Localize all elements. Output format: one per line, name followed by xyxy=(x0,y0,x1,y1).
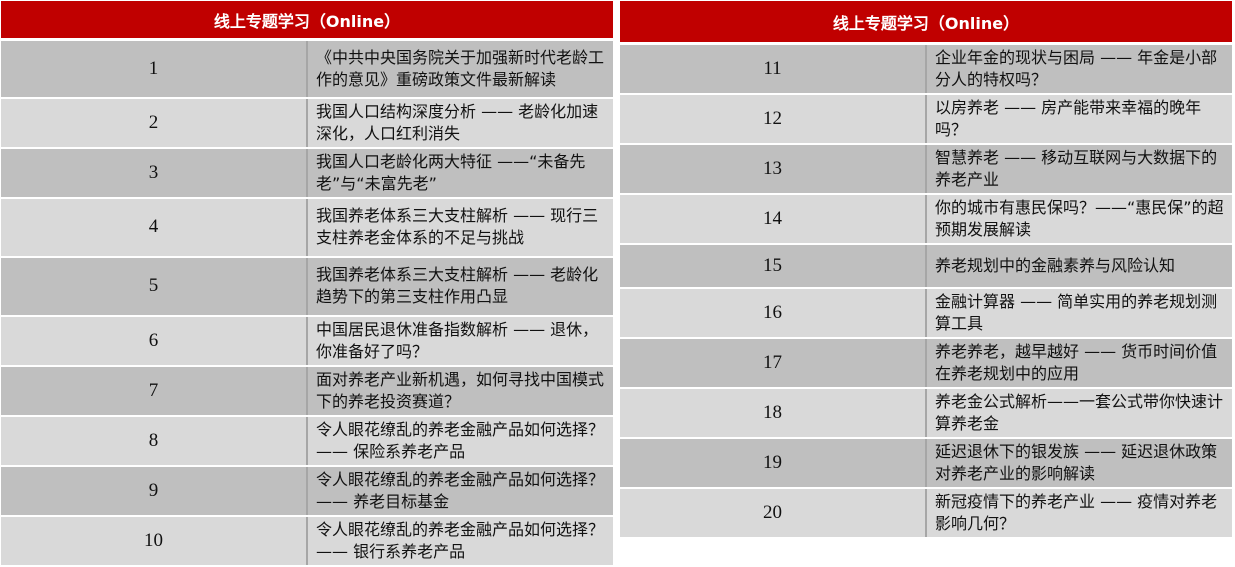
table-row: 9 令人眼花缭乱的养老金融产品如何选择？—— 养老目标基金 xyxy=(1,465,613,517)
table-row: 15 养老规划中的金融素养与风险认知 xyxy=(620,244,1232,290)
table-row: 18 养老金公式解析——一套公式带你快速计算养老金 xyxy=(620,388,1232,440)
row-number: 5 xyxy=(1,256,308,317)
row-title: 延迟退休下的银发族 —— 延迟退休政策对养老产业的影响解读 xyxy=(926,438,1232,490)
table-row: 10 令人眼花缭乱的养老金融产品如何选择？—— 银行系养老产品 xyxy=(1,515,613,567)
row-number: 1 xyxy=(1,39,308,99)
row-number: 10 xyxy=(1,515,308,567)
row-number: 9 xyxy=(1,465,308,517)
table-row: 5 我国养老体系三大支柱解析 —— 老龄化趋势下的第三支柱作用凸显 xyxy=(1,256,613,317)
row-number: 8 xyxy=(1,415,308,467)
table-row: 13 智慧养老 —— 移动互联网与大数据下的养老产业 xyxy=(620,144,1232,195)
course-table-right: 线上专题学习（Online） 11 企业年金的现状与困局 —— 年金是小部分人的特… xyxy=(620,1,1232,540)
table-row: 19 延迟退休下的银发族 —— 延迟退休政策对养老产业的影响解读 xyxy=(620,438,1232,490)
row-number: 11 xyxy=(620,43,927,95)
row-title: 养老规划中的金融素养与风险认知 xyxy=(926,244,1232,290)
row-title: 养老金公式解析——一套公式带你快速计算养老金 xyxy=(926,388,1232,440)
table-row: 7 面对养老产业新机遇，如何寻找中国模式下的养老投资赛道？ xyxy=(1,365,613,417)
course-table-left: 线上专题学习（Online） 1 《中共中央国务院关于加强新时代老龄工作的意见》重… xyxy=(1,1,613,567)
table-row: 11 企业年金的现状与困局 —— 年金是小部分人的特权吗？ xyxy=(620,43,1232,95)
table-row: 4 我国养老体系三大支柱解析 —— 现行三支柱养老金体系的不足与挑战 xyxy=(1,197,613,258)
table-row: 12 以房养老 —— 房产能带来幸福的晚年吗？ xyxy=(620,94,1232,145)
row-title: 金融计算器 —— 简单实用的养老规划测算工具 xyxy=(926,288,1232,340)
row-title: 以房养老 —— 房产能带来幸福的晚年吗？ xyxy=(926,94,1232,145)
row-number: 19 xyxy=(620,438,927,490)
row-number: 14 xyxy=(620,194,927,245)
row-number: 15 xyxy=(620,244,927,290)
row-title: 令人眼花缭乱的养老金融产品如何选择？—— 保险系养老产品 xyxy=(307,415,613,467)
row-number: 6 xyxy=(1,315,308,367)
row-title: 面对养老产业新机遇，如何寻找中国模式下的养老投资赛道？ xyxy=(307,365,613,417)
table-row: 8 令人眼花缭乱的养老金融产品如何选择？—— 保险系养老产品 xyxy=(1,415,613,467)
table-row: 2 我国人口结构深度分析 —— 老龄化加速深化，人口红利消失 xyxy=(1,97,613,149)
row-number: 13 xyxy=(620,144,927,195)
row-title: 你的城市有惠民保吗？——“惠民保”的超预期发展解读 xyxy=(926,194,1232,245)
table-row: 17 养老养老，越早越好 —— 货币时间价值在养老规划中的应用 xyxy=(620,338,1232,390)
row-title: 中国居民退休准备指数解析 —— 退休，你准备好了吗？ xyxy=(307,315,613,367)
row-number: 7 xyxy=(1,365,308,417)
table-row: 14 你的城市有惠民保吗？——“惠民保”的超预期发展解读 xyxy=(620,194,1232,245)
row-number: 16 xyxy=(620,288,927,340)
row-number: 18 xyxy=(620,388,927,440)
table-row: 20 新冠疫情下的养老产业 —— 疫情对养老影响几何？ xyxy=(620,488,1232,540)
table-row: 16 金融计算器 —— 简单实用的养老规划测算工具 xyxy=(620,288,1232,340)
row-title: 智慧养老 —— 移动互联网与大数据下的养老产业 xyxy=(926,144,1232,195)
row-number: 2 xyxy=(1,97,308,149)
table-row: 1 《中共中央国务院关于加强新时代老龄工作的意见》重磅政策文件最新解读 xyxy=(1,39,613,99)
table-row: 3 我国人口老龄化两大特征 ——“未备先老”与“未富先老” xyxy=(1,147,613,199)
table-header: 线上专题学习（Online） xyxy=(620,1,1232,45)
row-number: 12 xyxy=(620,94,927,145)
row-title: 令人眼花缭乱的养老金融产品如何选择？—— 银行系养老产品 xyxy=(307,515,613,567)
row-number: 3 xyxy=(1,147,308,199)
row-title: 《中共中央国务院关于加强新时代老龄工作的意见》重磅政策文件最新解读 xyxy=(307,39,613,99)
row-title: 我国人口结构深度分析 —— 老龄化加速深化，人口红利消失 xyxy=(307,97,613,149)
row-title: 令人眼花缭乱的养老金融产品如何选择？—— 养老目标基金 xyxy=(307,465,613,517)
row-title: 企业年金的现状与困局 —— 年金是小部分人的特权吗？ xyxy=(926,43,1232,95)
row-title: 我国养老体系三大支柱解析 —— 老龄化趋势下的第三支柱作用凸显 xyxy=(307,256,613,317)
row-title: 我国养老体系三大支柱解析 —— 现行三支柱养老金体系的不足与挑战 xyxy=(307,197,613,258)
table-row: 6 中国居民退休准备指数解析 —— 退休，你准备好了吗？ xyxy=(1,315,613,367)
row-title: 养老养老，越早越好 —— 货币时间价值在养老规划中的应用 xyxy=(926,338,1232,390)
row-number: 20 xyxy=(620,488,927,540)
row-title: 我国人口老龄化两大特征 ——“未备先老”与“未富先老” xyxy=(307,147,613,199)
row-number: 17 xyxy=(620,338,927,390)
row-title: 新冠疫情下的养老产业 —— 疫情对养老影响几何？ xyxy=(926,488,1232,540)
row-number: 4 xyxy=(1,197,308,258)
table-header: 线上专题学习（Online） xyxy=(1,1,613,41)
